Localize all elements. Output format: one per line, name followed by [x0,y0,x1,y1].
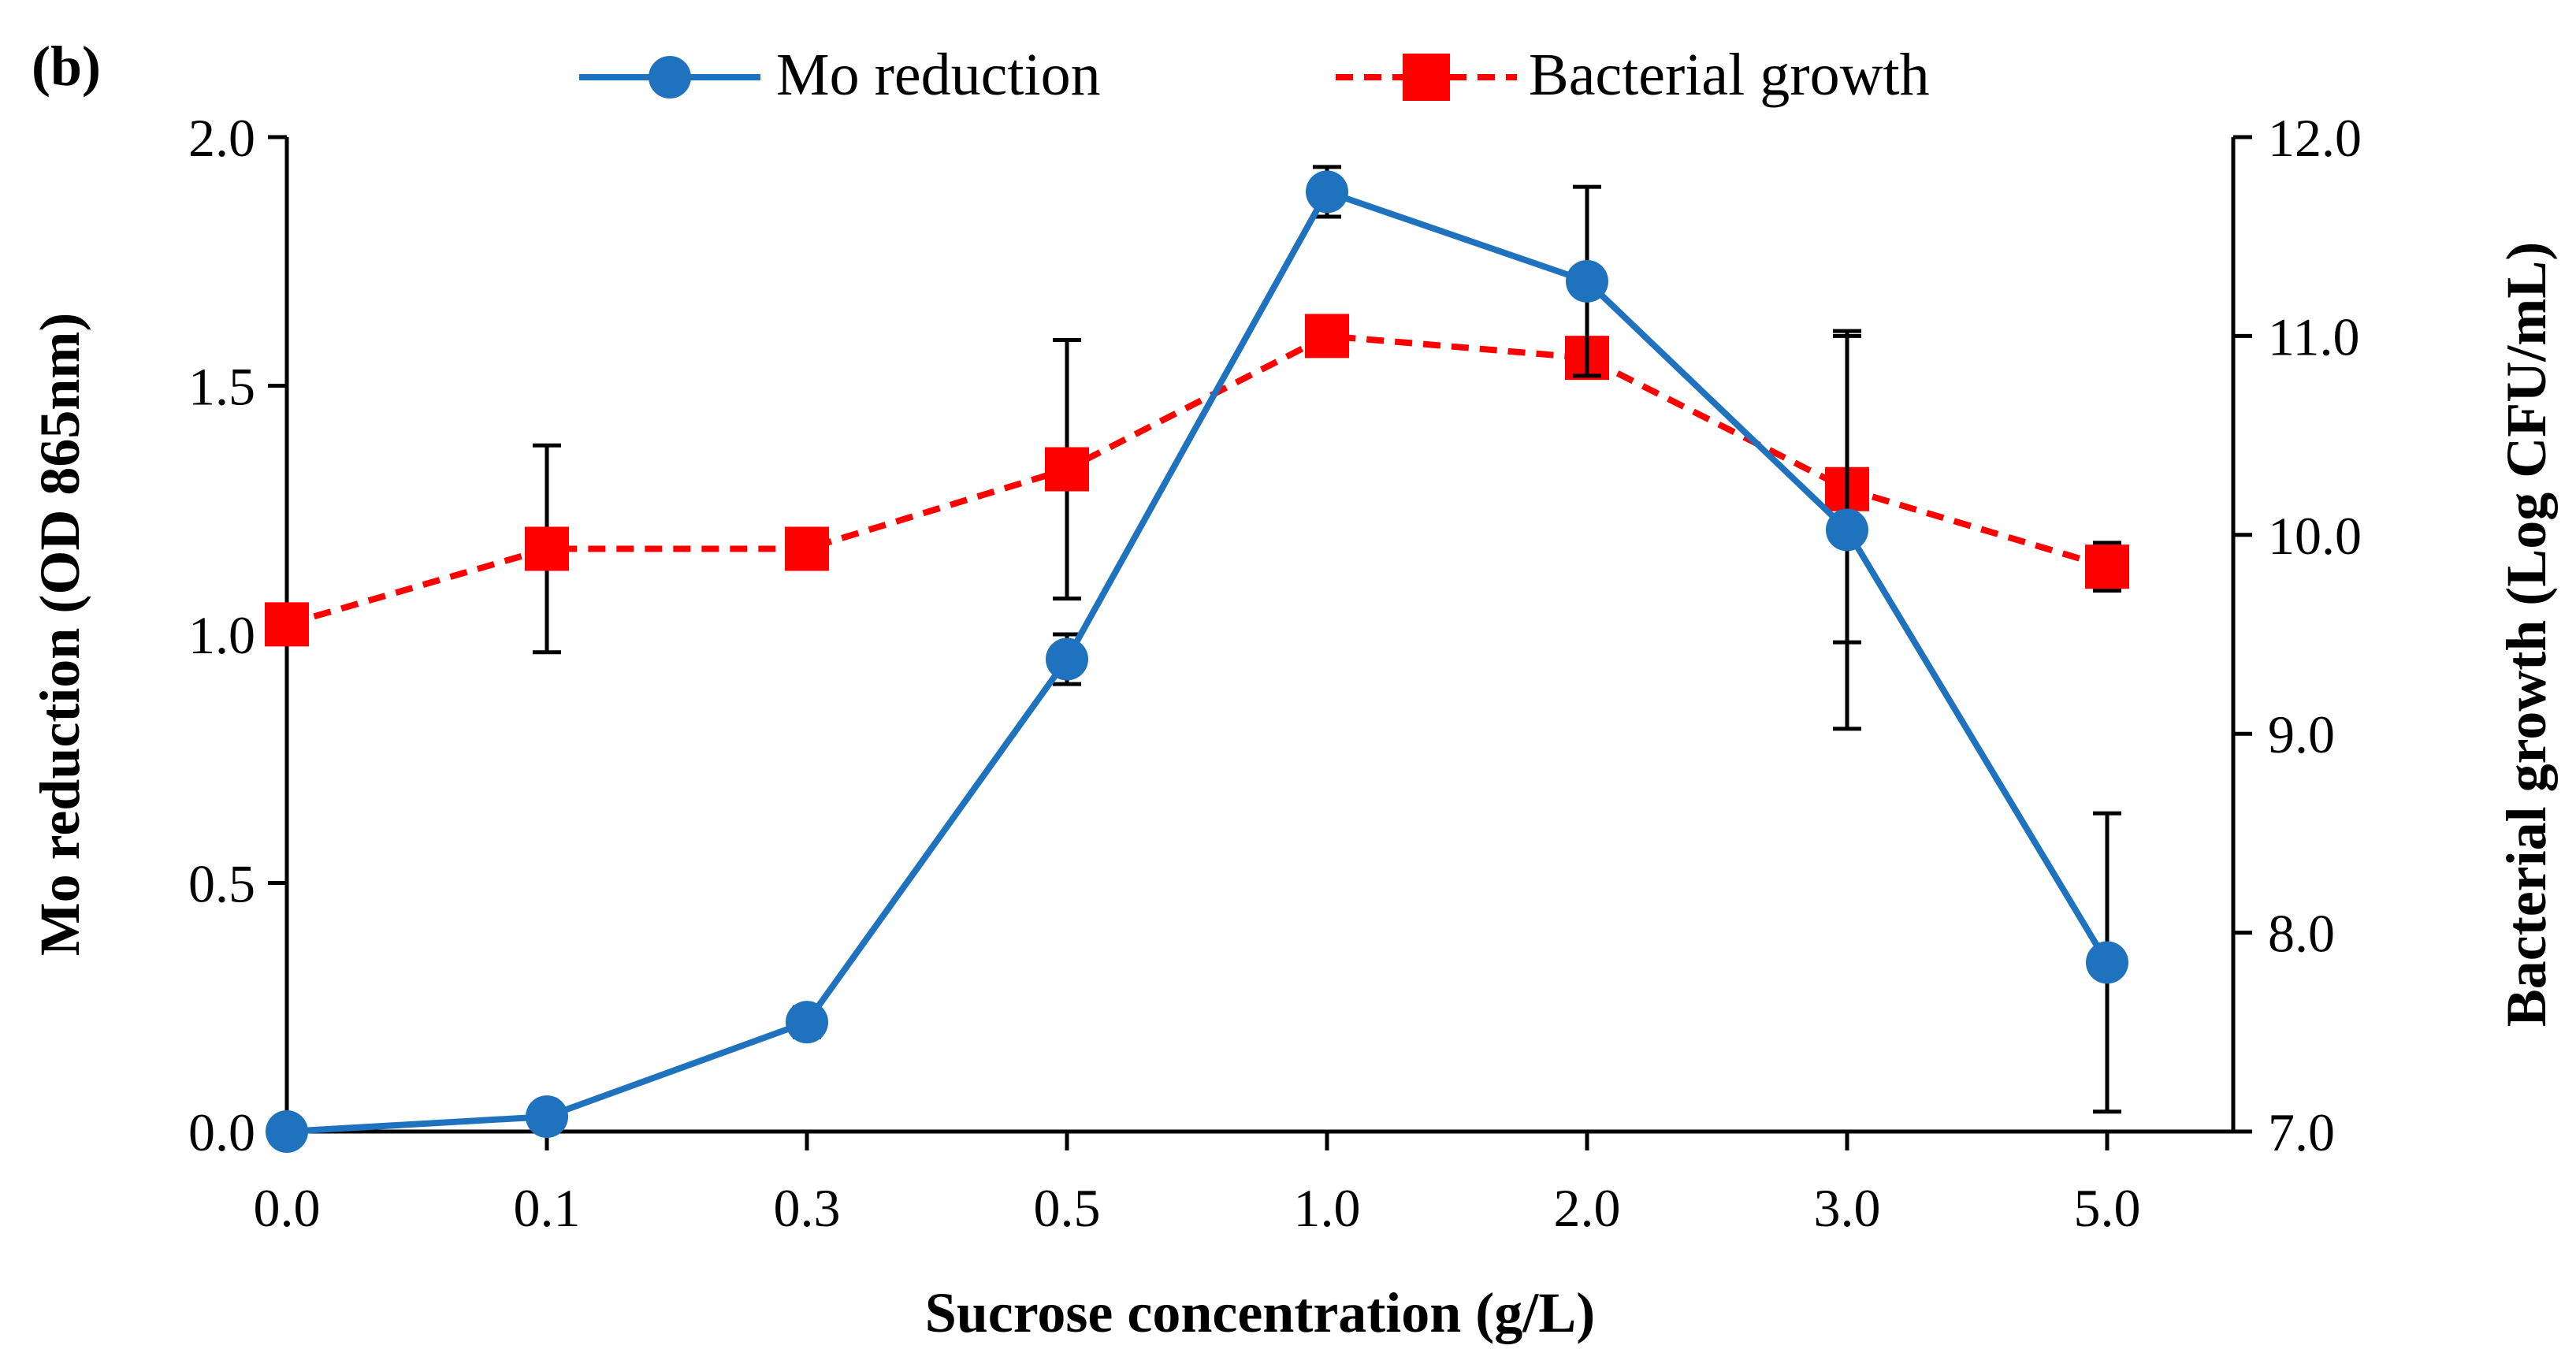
left-y-ticks: 0.0 0.5 1.0 1.5 2.0 [188,108,287,1162]
x-tick-label: 0.5 [1034,1178,1101,1238]
legend-marker-mo-reduction [649,56,691,98]
x-axis-title: Sucrose concentration (g/L) [925,1281,1596,1344]
x-tick-label: 1.0 [1294,1178,1361,1238]
left-y-tick-label: 1.0 [188,605,255,665]
data-point-bacterial-growth [525,526,569,571]
left-y-tick-label: 0.5 [188,854,255,914]
data-point-mo-reduction [1046,637,1088,681]
left-y-axis-title: Mo reduction (OD 865nm) [28,313,91,957]
axes [284,137,2236,1134]
left-y-tick-label: 1.5 [188,357,255,417]
x-tick-label: 0.1 [514,1178,581,1238]
data-point-mo-reduction [1566,259,1608,303]
right-y-tick-label: 9.0 [2268,704,2335,764]
legend-label-bacterial-growth: Bacterial growth [1529,42,1930,108]
legend-label-mo-reduction: Mo reduction [776,42,1101,108]
right-y-tick-label: 12.0 [2268,108,2362,168]
series-line-bacterial-growth [285,333,2109,628]
data-point-bacterial-growth [265,602,309,647]
left-y-tick-label: 0.0 [188,1102,255,1162]
right-y-axis-title: Bacterial growth (Log CFU/mL) [2495,242,2558,1028]
right-y-tick-label: 11.0 [2268,307,2359,366]
data-point-mo-reduction [266,1110,308,1153]
data-point-bacterial-growth [1045,447,1089,492]
series-bacterial-growth [265,314,2129,655]
legend-marker-bacterial-growth [1403,54,1450,101]
right-y-ticks: 7.0 8.0 9.0 10.0 11.0 12.0 [2233,108,2362,1162]
data-point-bacterial-growth [2085,544,2129,589]
legend: Mo reduction Bacterial growth [579,42,1930,108]
data-point-mo-reduction [1306,170,1348,214]
right-y-tick-label: 7.0 [2268,1102,2335,1162]
series-mo-reduction [266,165,2128,1153]
data-point-mo-reduction [2086,941,2128,984]
x-tick-label: 5.0 [2074,1178,2141,1238]
data-point-bacterial-growth [1305,314,1349,359]
panel-label: (b) [32,35,101,98]
right-y-tick-label: 8.0 [2268,904,2335,964]
series-line-mo-reduction [286,188,2110,1135]
x-tick-label: 3.0 [1814,1178,1881,1238]
left-y-tick-label: 2.0 [188,108,255,168]
data-point-bacterial-growth [785,526,829,571]
x-tick-label: 2.0 [1554,1178,1621,1238]
data-point-mo-reduction [786,1001,828,1044]
right-y-tick-label: 10.0 [2268,506,2362,566]
x-tick-label: 0.3 [774,1178,841,1238]
data-point-mo-reduction [1826,508,1868,552]
x-tick-label: 0.0 [254,1178,321,1238]
data-point-mo-reduction [526,1095,568,1139]
x-ticks: 0.0 0.1 0.3 0.5 1.0 2.0 3.0 5.0 [254,1132,2141,1238]
